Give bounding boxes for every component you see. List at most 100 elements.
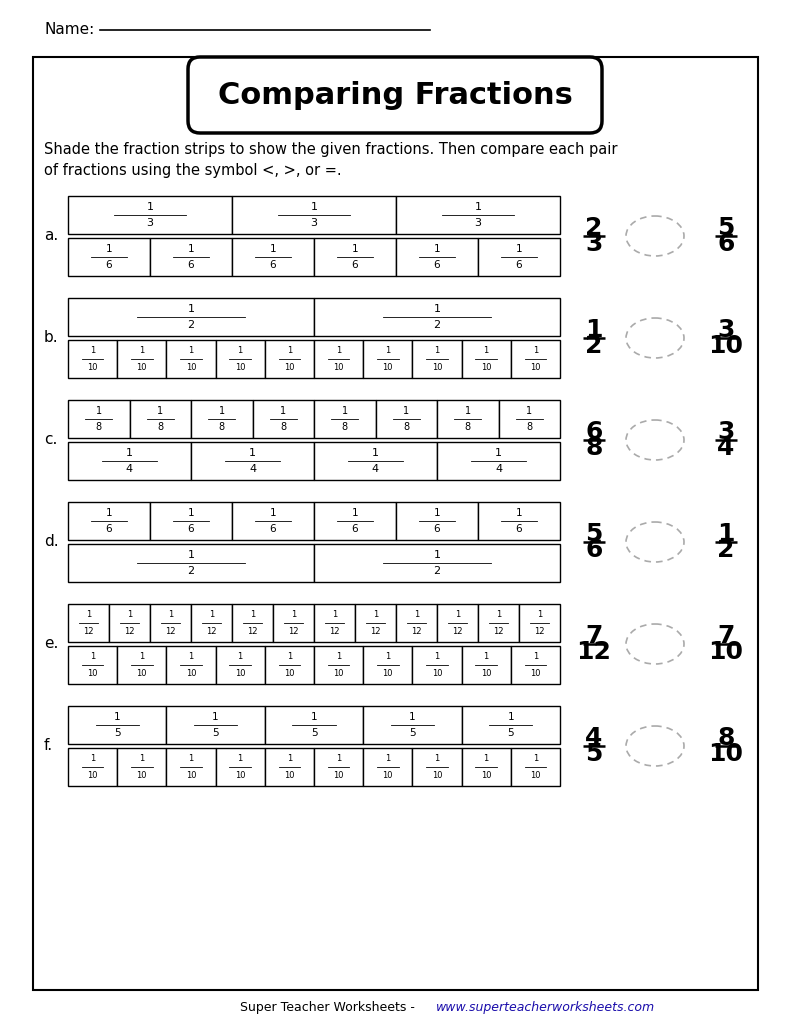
Bar (396, 196, 560, 234)
Text: 1: 1 (90, 652, 95, 662)
Bar (314, 340, 363, 378)
Text: 1: 1 (352, 244, 358, 254)
Text: 1: 1 (434, 346, 440, 355)
Text: 10: 10 (432, 669, 442, 678)
Bar (216, 748, 265, 786)
Bar (68, 238, 150, 276)
Text: 8: 8 (342, 422, 348, 432)
Text: 1: 1 (291, 610, 296, 620)
Text: 10: 10 (333, 669, 344, 678)
Bar (462, 706, 560, 744)
Bar (478, 238, 560, 276)
Text: 12: 12 (288, 627, 299, 636)
Text: 10: 10 (137, 362, 147, 372)
Bar (363, 646, 412, 684)
Text: a.: a. (44, 228, 59, 244)
Text: 12: 12 (165, 627, 176, 636)
Bar (363, 748, 412, 786)
Text: 1: 1 (96, 406, 102, 416)
Text: 1: 1 (188, 754, 194, 763)
Text: of fractions using the symbol <, >, or =.: of fractions using the symbol <, >, or =… (44, 163, 342, 178)
Bar (68, 196, 232, 234)
Text: 8: 8 (280, 422, 286, 432)
Text: 2: 2 (187, 566, 195, 577)
Text: 1: 1 (187, 508, 195, 518)
Text: 1: 1 (433, 244, 441, 254)
Text: 1: 1 (157, 406, 163, 416)
Text: 1: 1 (212, 712, 219, 722)
Text: 5: 5 (508, 728, 514, 738)
Text: 6: 6 (352, 524, 358, 535)
Bar (273, 604, 314, 642)
Text: 12: 12 (83, 627, 94, 636)
Text: 5: 5 (717, 216, 735, 240)
Bar (252, 400, 314, 438)
Text: 1: 1 (385, 652, 391, 662)
Text: 1: 1 (280, 406, 286, 416)
Text: 10: 10 (284, 669, 295, 678)
Bar (412, 748, 462, 786)
Text: 6: 6 (585, 420, 603, 443)
Text: 12: 12 (329, 627, 340, 636)
Bar (150, 238, 232, 276)
Text: 1: 1 (270, 244, 276, 254)
Text: 1: 1 (483, 652, 489, 662)
Text: 1: 1 (188, 652, 194, 662)
Text: 5: 5 (114, 728, 120, 738)
Text: 7: 7 (717, 624, 735, 647)
Text: 1: 1 (496, 610, 501, 620)
Text: 4: 4 (585, 726, 603, 750)
Text: 6: 6 (270, 524, 276, 535)
Text: 10: 10 (432, 362, 442, 372)
Text: 8: 8 (526, 422, 532, 432)
Bar (462, 748, 511, 786)
Text: 10: 10 (87, 362, 98, 372)
Text: 6: 6 (516, 260, 522, 270)
Bar (314, 442, 437, 480)
Text: 1: 1 (409, 712, 416, 722)
Text: 1: 1 (533, 346, 538, 355)
Text: 1: 1 (311, 202, 317, 212)
Text: 1: 1 (249, 447, 256, 458)
Text: 1: 1 (433, 550, 441, 560)
Text: 8: 8 (403, 422, 409, 432)
Text: 1: 1 (311, 712, 317, 722)
Text: 3: 3 (146, 218, 153, 228)
Text: 10: 10 (530, 669, 541, 678)
Text: Shade the fraction strips to show the given fractions. Then compare each pair: Shade the fraction strips to show the gi… (44, 142, 618, 157)
Bar (216, 340, 265, 378)
Text: 1: 1 (287, 754, 292, 763)
Text: 1: 1 (270, 508, 276, 518)
Bar (437, 442, 560, 480)
Bar (191, 604, 232, 642)
Bar (314, 298, 560, 336)
Text: 1: 1 (352, 508, 358, 518)
Text: 1: 1 (187, 304, 195, 313)
Text: 1: 1 (90, 754, 95, 763)
Bar (68, 502, 150, 540)
Bar (166, 340, 216, 378)
Text: 1: 1 (287, 346, 292, 355)
FancyBboxPatch shape (188, 57, 602, 133)
Text: 1: 1 (373, 610, 378, 620)
Text: 5: 5 (212, 728, 219, 738)
Bar (498, 400, 560, 438)
Text: Name:: Name: (44, 23, 94, 38)
Bar (68, 298, 314, 336)
Text: d.: d. (44, 535, 59, 550)
Text: 1: 1 (516, 244, 522, 254)
Bar (216, 646, 265, 684)
Text: 1: 1 (146, 202, 153, 212)
Text: www.superteacherworksheets.com: www.superteacherworksheets.com (436, 1000, 655, 1014)
Text: 4: 4 (717, 436, 735, 461)
Bar (314, 748, 363, 786)
Text: 5: 5 (409, 728, 416, 738)
Text: 1: 1 (385, 346, 391, 355)
Bar (68, 400, 130, 438)
Text: 6: 6 (187, 260, 195, 270)
Text: 2: 2 (433, 321, 441, 331)
Text: 1: 1 (336, 346, 341, 355)
Text: 1: 1 (237, 652, 243, 662)
Bar (117, 748, 166, 786)
Text: 6: 6 (270, 260, 276, 270)
